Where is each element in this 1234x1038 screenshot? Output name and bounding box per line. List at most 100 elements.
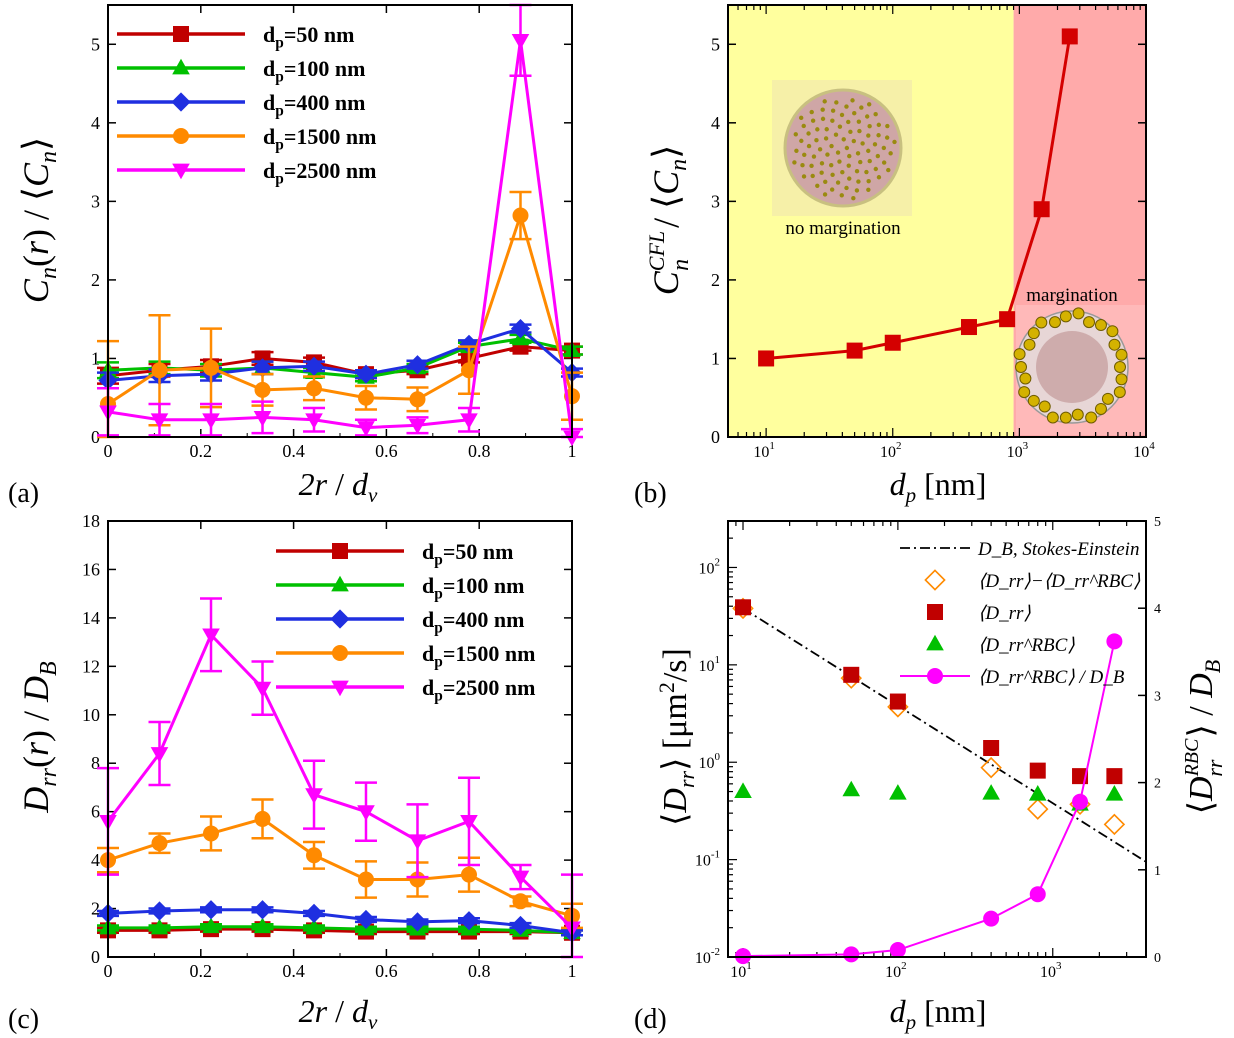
particle-dot	[866, 102, 872, 107]
particle-dot	[839, 193, 844, 198]
particle-dot	[884, 135, 890, 140]
x-tick-label: 0.4	[282, 961, 305, 981]
data-point	[1103, 813, 1126, 836]
particle-bead	[1048, 316, 1061, 329]
panel-b-ylabel: CCFLn / ⟨Cn⟩	[644, 145, 694, 295]
particle-dot	[811, 154, 817, 159]
series-0	[742, 607, 1147, 863]
x-tick-label: 0.8	[468, 441, 491, 461]
legend-marker	[331, 680, 349, 697]
particle-bead	[1115, 373, 1128, 386]
particle-dot	[840, 169, 845, 175]
particle-bead	[1046, 411, 1059, 424]
data-point	[1072, 793, 1089, 810]
legend-marker	[172, 163, 190, 180]
particle-dot	[835, 180, 841, 185]
particle-dot	[799, 138, 804, 144]
particle-dot	[856, 179, 861, 184]
particle-dot	[802, 152, 807, 157]
data-point	[846, 342, 863, 359]
data-point	[1027, 798, 1049, 820]
data-point	[252, 900, 273, 920]
data-point	[149, 901, 170, 921]
particle-dot	[830, 118, 835, 123]
svg-text:dp [nm]: dp [nm]	[890, 993, 987, 1034]
data-point	[1105, 784, 1124, 801]
x-tick-label: 0.6	[375, 961, 398, 981]
svg-text:⟨DRBCrr⟩ / DB: ⟨DRBCrr⟩ / DB	[1181, 660, 1227, 814]
particle-dot	[823, 136, 829, 141]
y-tick-label: 1	[711, 348, 720, 368]
panel-b-insets	[772, 80, 1146, 435]
x-tick-label: 102	[880, 440, 902, 461]
data-point	[305, 918, 323, 935]
data-point	[459, 334, 479, 354]
legend-marker	[332, 543, 348, 559]
particle-dot	[847, 153, 852, 159]
series-2	[97, 319, 583, 391]
data-point	[254, 810, 271, 827]
data-point	[151, 835, 168, 852]
particle-bead	[1015, 361, 1027, 373]
particle-dot	[846, 119, 851, 125]
particle-bead	[1085, 411, 1098, 424]
y-tick-label: 0	[91, 947, 100, 967]
y-tick-label: 100	[699, 751, 721, 772]
particle-dot	[855, 151, 861, 156]
particle-dot	[792, 160, 797, 165]
particle-dot	[885, 123, 890, 129]
particle-bead	[1101, 392, 1114, 405]
particle-dot	[844, 104, 849, 109]
particle-bead	[1072, 307, 1085, 320]
svg-text:Cn(r) / ⟨Cn⟩: Cn(r) / ⟨Cn⟩	[16, 137, 62, 303]
particle-dot	[823, 179, 828, 184]
particle-dot	[837, 159, 842, 164]
data-point	[884, 334, 901, 351]
y-tick-label-right: 4	[1154, 602, 1161, 617]
series-3	[97, 190, 583, 439]
particle-bead	[1018, 386, 1031, 399]
particle-dot	[819, 161, 825, 166]
data-point	[1061, 28, 1078, 45]
particle-dot	[820, 107, 825, 112]
data-point	[253, 917, 272, 934]
data-point	[999, 311, 1016, 328]
legend-label: dp=100 nm	[422, 573, 524, 603]
plot-frame	[107, 520, 573, 958]
legend-marker	[171, 92, 191, 112]
particle-dot	[793, 132, 798, 137]
particle-dot	[810, 118, 816, 123]
data-point	[1028, 784, 1047, 801]
y-tick-label: 101	[699, 654, 721, 675]
particle-dot	[875, 153, 881, 159]
series-line	[742, 641, 1116, 958]
y-tick-label: 0	[91, 427, 100, 447]
particle-dot	[815, 183, 820, 188]
particle-dot	[872, 142, 878, 147]
legend-marker	[172, 58, 190, 75]
data-point	[150, 918, 169, 935]
y-tick-label: 16	[82, 559, 100, 579]
data-point	[843, 946, 860, 963]
particle-dot	[866, 148, 871, 154]
data-point	[980, 756, 1002, 779]
data-point	[356, 909, 376, 930]
data-point	[409, 871, 426, 888]
particle-dot	[822, 99, 827, 104]
svg-text:dp [nm]: dp [nm]	[890, 466, 987, 507]
x-tick-label: 0.4	[282, 441, 305, 461]
plot-frame	[727, 4, 1147, 438]
particle-dot	[857, 128, 862, 134]
data-point	[563, 430, 581, 447]
legend-label: dp=1500 nm	[422, 641, 535, 671]
x-tick-label: 0.6	[375, 441, 398, 461]
series-line	[107, 817, 573, 918]
data-point	[407, 355, 428, 375]
legend-label: ⟨D_rr⟩	[978, 603, 1031, 624]
particle-bead	[1115, 348, 1128, 361]
data-point	[734, 782, 752, 798]
y-tick-label-right: 2	[1154, 777, 1161, 792]
stokes-einstein-line	[742, 607, 1147, 863]
particle-bead	[1083, 316, 1096, 329]
